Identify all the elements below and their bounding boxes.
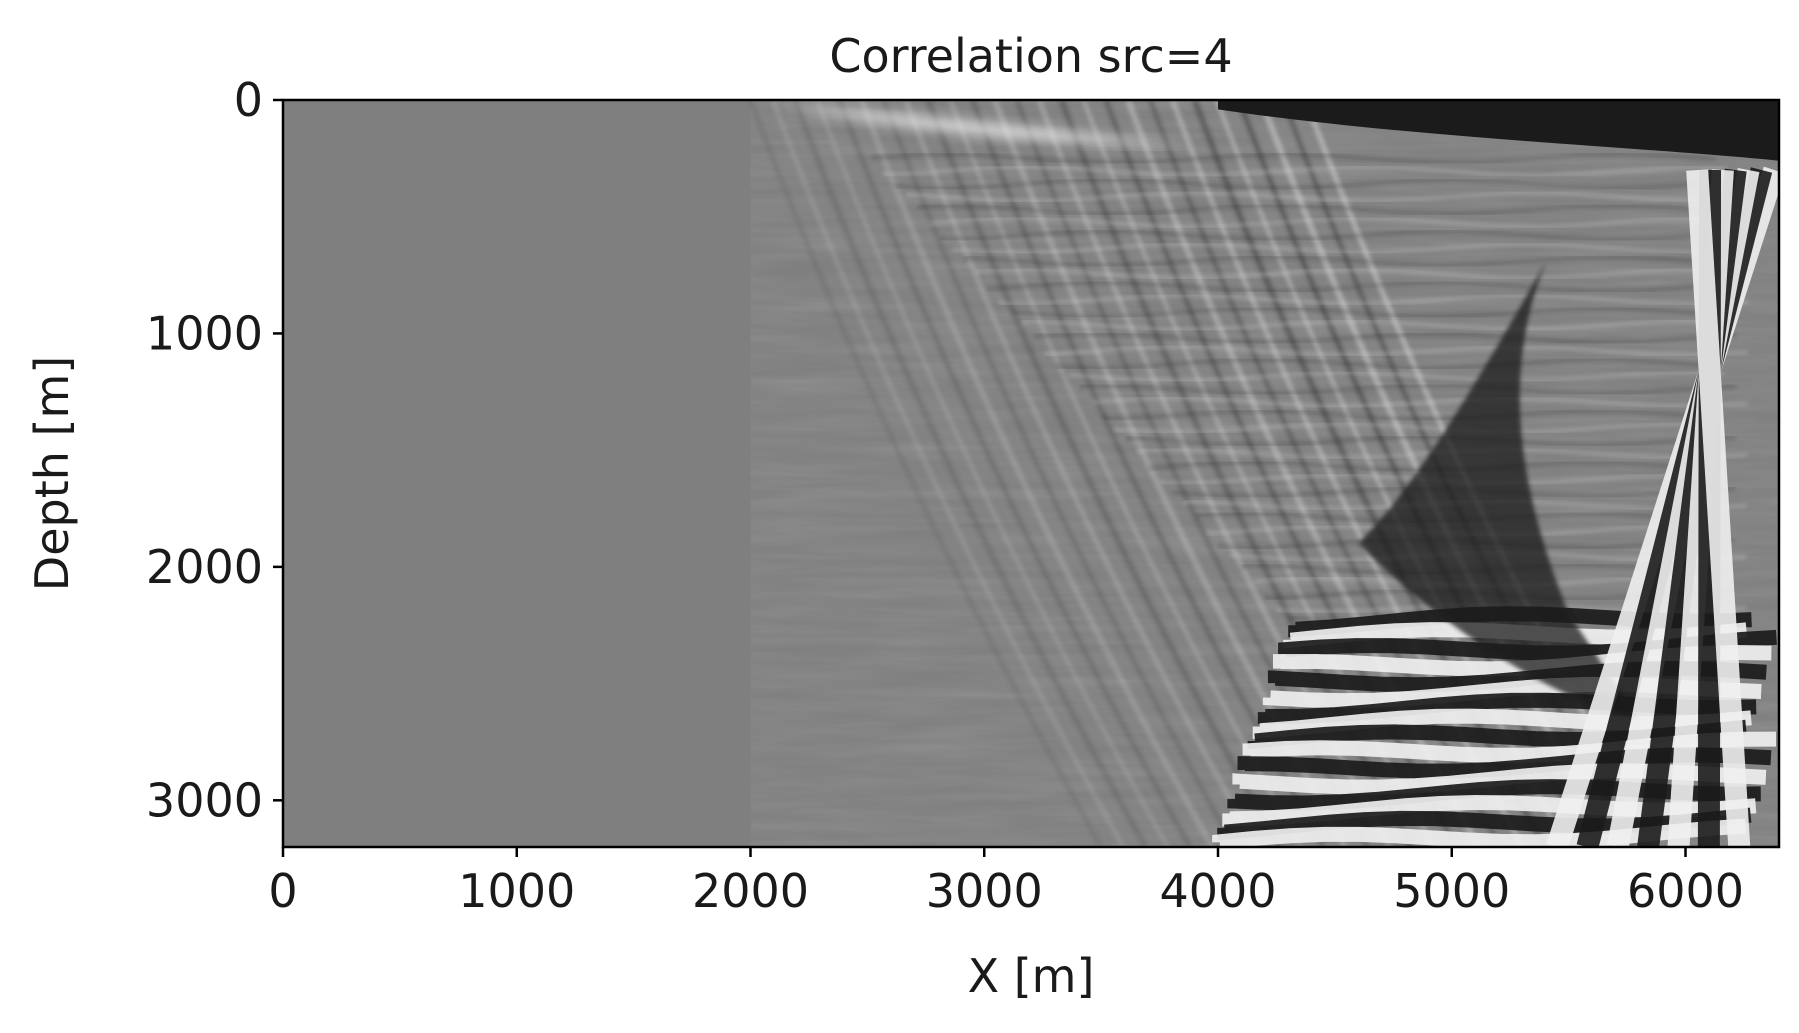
steep-bright-streaks <box>1546 166 1779 847</box>
x-axis: 0 1000 2000 3000 4000 5000 6000 <box>268 847 1744 918</box>
y-tick-label: 1000 <box>146 306 263 360</box>
lamination-line <box>1022 319 1725 331</box>
x-tick-label: 5000 <box>1393 864 1510 918</box>
y-axis: 0 1000 2000 3000 <box>146 73 283 827</box>
y-tick-label: 0 <box>234 73 263 127</box>
deep-layer-band <box>1227 779 1761 811</box>
dipping-event-stripe <box>770 100 1126 847</box>
lamination-line <box>883 165 1727 177</box>
lamination-line <box>918 204 1715 216</box>
lamination-line <box>952 242 1750 254</box>
dipping-event-stripe <box>792 100 1149 847</box>
lamination-line <box>1103 409 1713 421</box>
lamination-line <box>1126 435 1736 447</box>
lamination-line <box>1137 447 1748 460</box>
lamination-line <box>964 255 1714 267</box>
lamination-line <box>1091 396 1748 408</box>
x-tick-label: 2000 <box>692 864 809 918</box>
dipping-event-stripe <box>858 100 1215 847</box>
steep-streak <box>1686 169 1751 847</box>
lamination-line <box>1079 383 1737 396</box>
y-tick-label: 2000 <box>146 540 263 594</box>
lamination-line <box>894 178 1738 190</box>
lamination-line <box>929 216 1726 229</box>
lamination-line <box>1068 370 1725 383</box>
dipping-event-stripe <box>815 100 1170 847</box>
y-tick-label: 3000 <box>146 773 263 827</box>
dipping-event-stripe <box>1103 100 1459 847</box>
lamination-line <box>1045 345 1749 357</box>
deep-layer-band <box>1232 763 1767 795</box>
x-axis-label: X [m] <box>968 949 1095 1003</box>
lamination-line <box>1114 422 1724 434</box>
x-tick-label: 3000 <box>926 864 1043 918</box>
x-tick-label: 1000 <box>458 864 575 918</box>
lamination-line <box>975 268 1726 280</box>
dipping-event-stripe <box>748 100 1103 847</box>
x-tick-label: 0 <box>268 864 297 918</box>
lamination-line <box>999 293 1749 306</box>
dipping-event-stripe <box>836 100 1193 847</box>
lamination-line <box>1149 460 1713 473</box>
y-axis-label: Depth [m] <box>25 356 79 591</box>
x-tick-label: 6000 <box>1627 864 1744 918</box>
lamination-line <box>906 191 1750 203</box>
lamination-line <box>1056 358 1713 370</box>
lamination-line <box>1033 332 1737 344</box>
dark-band-near-surface <box>1218 100 1779 161</box>
lamination-line <box>1010 306 1714 319</box>
bright-band-near-surface <box>773 104 1195 147</box>
plot-frame <box>281 98 1781 849</box>
lamination-line <box>871 152 1715 165</box>
lamination-line <box>987 281 1738 293</box>
chart-title: Correlation src=4 <box>829 29 1232 83</box>
x-tick-label: 4000 <box>1159 864 1276 918</box>
lamination-line <box>941 229 1738 242</box>
heatmap-image <box>283 100 1779 847</box>
dark-wedge <box>1358 263 1639 719</box>
